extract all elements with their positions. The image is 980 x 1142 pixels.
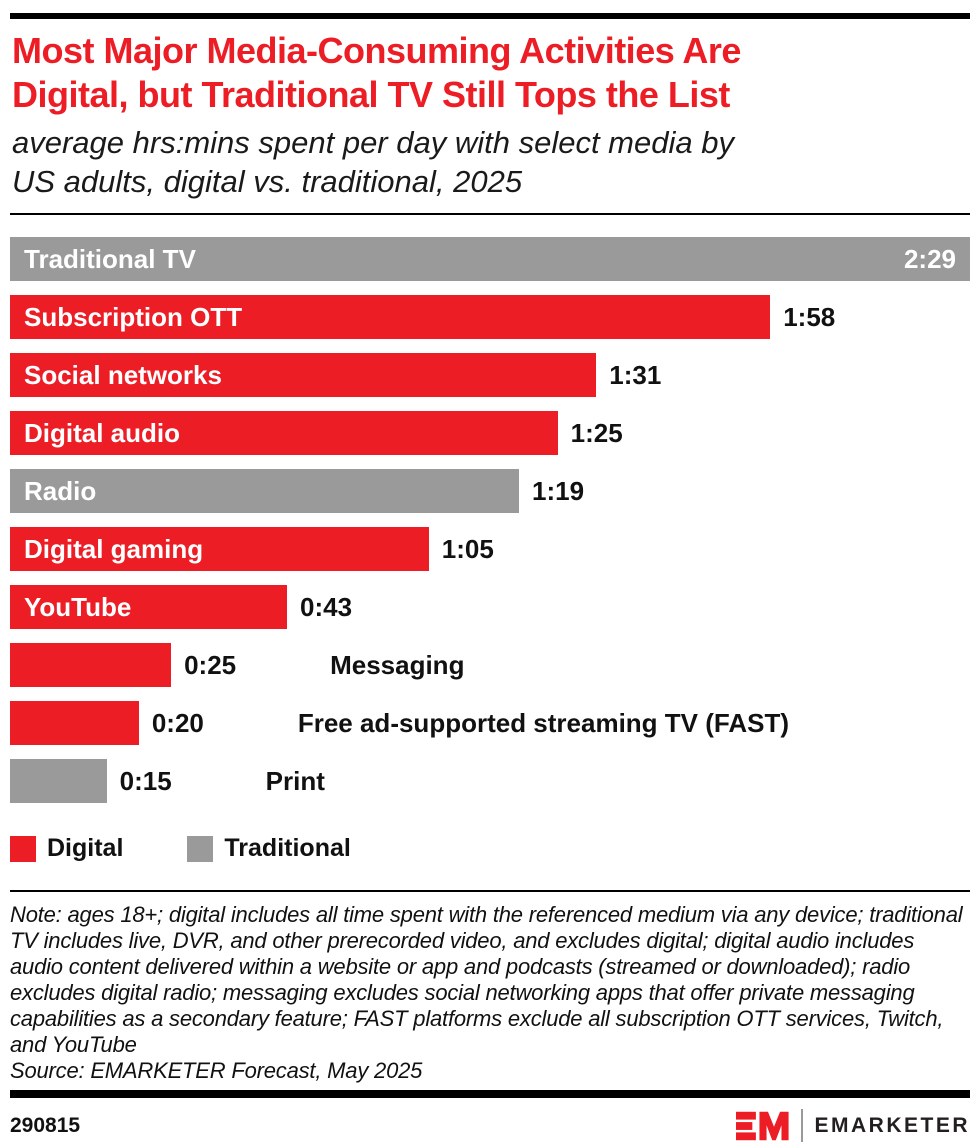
bar-row-social-networks: Social networks 1:31 bbox=[10, 353, 970, 397]
header-divider bbox=[10, 213, 970, 215]
chart-title: Most Major Media-Consuming Activities Ar… bbox=[12, 29, 968, 117]
bar-value: 1:19 bbox=[531, 475, 585, 506]
legend-label: Digital bbox=[47, 834, 124, 862]
chart-subtitle-line1: average hrs:mins spent per day with sele… bbox=[12, 125, 734, 160]
bar-value: 1:05 bbox=[441, 533, 494, 564]
bar-row-radio: Radio 1:19 bbox=[10, 469, 970, 513]
chart-note: Note: ages 18+; digital includes all tim… bbox=[10, 902, 963, 1057]
emarketer-logo: EMARKETER bbox=[736, 1109, 970, 1142]
bar-value: 0:20 bbox=[151, 707, 204, 738]
bar-value: 1:25 bbox=[570, 417, 623, 448]
bar-social-networks: Social networks bbox=[10, 353, 597, 397]
logo-divider bbox=[801, 1109, 804, 1142]
bar-value: 1:58 bbox=[783, 301, 836, 332]
legend-swatch-digital bbox=[10, 835, 36, 862]
chart-legend: Digital Traditional bbox=[10, 834, 970, 863]
bar-value: 0:15 bbox=[119, 765, 172, 796]
bar-traditional-tv: Traditional TV 2:29 bbox=[10, 237, 970, 281]
bar-row-traditional-tv: Traditional TV 2:29 bbox=[10, 237, 970, 281]
chart-id: 290815 bbox=[10, 1114, 81, 1137]
bar-label: Digital audio bbox=[24, 417, 180, 448]
footer: 290815 EMARKETER bbox=[10, 1109, 970, 1142]
bar-row-free-ad-supported-streaming-tv-fast: 0:20 Free ad-supported streaming TV (FAST… bbox=[10, 701, 970, 745]
bar-digital-gaming: Digital gaming bbox=[10, 527, 429, 571]
bar-chart: Traditional TV 2:29 Subscription OTT 1:58 So… bbox=[10, 237, 970, 803]
bar-value: 2:29 bbox=[903, 243, 956, 274]
bar-label: Free ad-supported streaming TV (FAST) bbox=[297, 707, 789, 738]
chart-title-line1: Most Major Media-Consuming Activities Ar… bbox=[12, 30, 741, 71]
note-divider bbox=[10, 890, 970, 892]
top-rule bbox=[10, 13, 970, 19]
bar-row-digital-gaming: Digital gaming 1:05 bbox=[10, 527, 970, 571]
bar-value: 1:31 bbox=[609, 359, 662, 390]
bar-row-digital-audio: Digital audio 1:25 bbox=[10, 411, 970, 455]
bottom-rule bbox=[10, 1090, 970, 1098]
bar-label: Messaging bbox=[330, 649, 465, 680]
bar-label: Social networks bbox=[24, 359, 222, 390]
bar-label: Traditional TV bbox=[24, 243, 196, 274]
bar-value: 0:43 bbox=[300, 591, 353, 622]
bar-row-print: 0:15 Print bbox=[10, 759, 970, 803]
bar-digital-audio: Digital audio bbox=[10, 411, 558, 455]
legend-item-traditional: Traditional bbox=[187, 834, 351, 863]
bar-row-subscription-ott: Subscription OTT 1:58 bbox=[10, 295, 970, 339]
bar-label: Digital gaming bbox=[24, 533, 204, 564]
bar-label: Radio bbox=[24, 475, 97, 506]
legend-label: Traditional bbox=[224, 834, 351, 862]
emarketer-em-icon bbox=[736, 1109, 790, 1142]
bar-youtube: YouTube bbox=[10, 585, 288, 629]
legend-item-digital: Digital bbox=[10, 834, 123, 863]
bar-messaging bbox=[10, 643, 172, 687]
brand-name: EMARKETER bbox=[814, 1114, 970, 1137]
bar-radio: Radio bbox=[10, 469, 519, 513]
legend-swatch-traditional bbox=[187, 835, 214, 862]
bar-row-youtube: YouTube 0:43 bbox=[10, 585, 970, 629]
bar-label: Print bbox=[265, 765, 325, 796]
chart-title-line2: Digital, but Traditional TV Still Tops t… bbox=[12, 74, 730, 115]
bar-label: Subscription OTT bbox=[24, 301, 243, 332]
bar-value: 0:25 bbox=[184, 649, 237, 680]
bar-subscription-ott: Subscription OTT bbox=[10, 295, 771, 339]
bar-row-messaging: 0:25 Messaging bbox=[10, 643, 970, 687]
chart-subtitle: average hrs:mins spent per day with sele… bbox=[12, 123, 968, 201]
bar-print bbox=[10, 759, 107, 803]
chart-source: Source: EMARKETER Forecast, May 2025 bbox=[10, 1058, 423, 1083]
bar-label: YouTube bbox=[24, 591, 132, 622]
chart-subtitle-line2: US adults, digital vs. traditional, 2025 bbox=[12, 164, 523, 199]
bar-free-ad-supported-streaming-tv-fast bbox=[10, 701, 139, 745]
